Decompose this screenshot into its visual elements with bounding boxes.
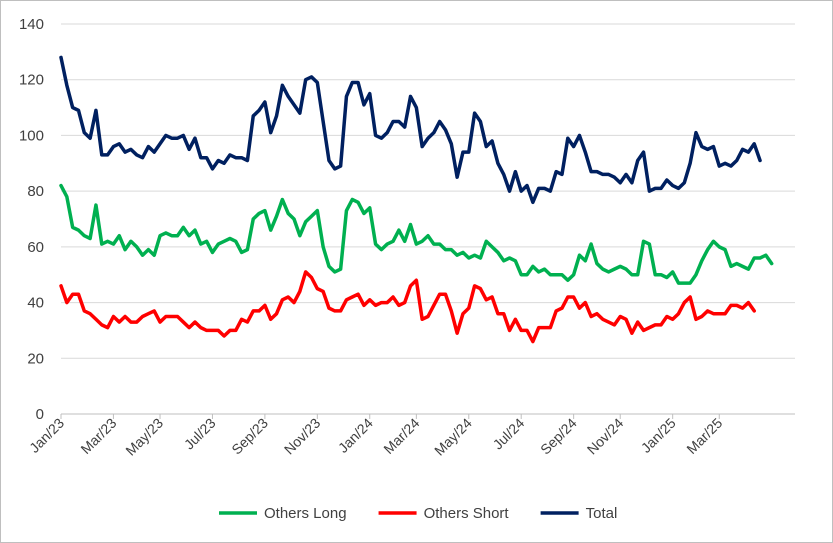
x-tick-label: Nov/24 xyxy=(584,415,627,458)
y-tick-label: 120 xyxy=(19,72,44,89)
y-tick-label: 100 xyxy=(19,127,44,144)
legend-label: Others Long xyxy=(264,505,347,522)
legend-item-others-long: Others Long xyxy=(219,505,347,522)
x-tick-label: Jan/23 xyxy=(26,415,67,456)
x-tick-label: Jul/24 xyxy=(490,415,528,453)
y-tick-label: 80 xyxy=(27,183,44,200)
y-tick-label: 60 xyxy=(27,239,44,256)
series-lines xyxy=(59,55,774,344)
series-line-others-long xyxy=(59,183,774,285)
x-tick-label: Mar/23 xyxy=(77,415,119,457)
legend: Others Long Others Short Total xyxy=(219,505,617,522)
x-tick-label: Jan/24 xyxy=(335,415,376,456)
x-tick-label: May/24 xyxy=(431,415,475,459)
x-tick-label: Sep/23 xyxy=(228,415,271,458)
series-line-total xyxy=(59,55,762,205)
x-tick-label: May/23 xyxy=(122,415,166,459)
x-tick-label: Jan/25 xyxy=(638,415,679,456)
x-tick-label: Mar/24 xyxy=(380,415,422,457)
x-tick-label: Mar/25 xyxy=(683,415,725,457)
y-tick-label: 140 xyxy=(19,16,44,33)
legend-item-total: Total xyxy=(540,505,618,522)
x-tick-label: Sep/24 xyxy=(537,415,580,458)
legend-label: Total xyxy=(586,505,618,522)
y-tick-label: 40 xyxy=(27,295,44,312)
y-tick-label: 0 xyxy=(36,406,44,423)
legend-item-others-short: Others Short xyxy=(378,505,510,522)
y-tick-label: 20 xyxy=(27,350,44,367)
series-line-others-short xyxy=(59,270,756,344)
x-tick-label: Jul/23 xyxy=(181,415,219,453)
legend-label: Others Short xyxy=(424,505,510,522)
x-tick-label: Nov/23 xyxy=(281,415,324,458)
gridlines xyxy=(61,23,795,359)
